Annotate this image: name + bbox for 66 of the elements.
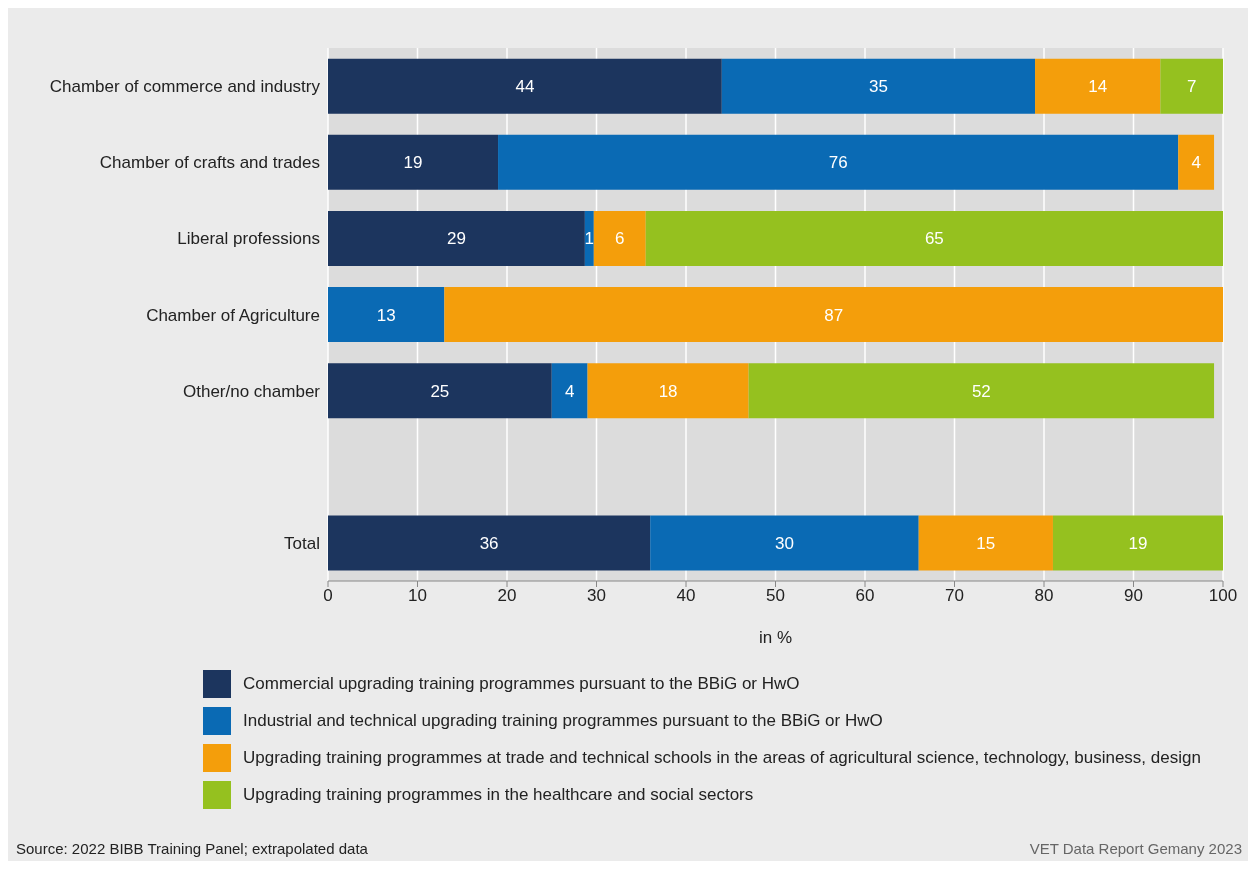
- source-note: Source: 2022 BIBB Training Panel; extrapolated data: [16, 840, 368, 857]
- x-axis-title: in %: [758, 628, 793, 647]
- bar: [328, 210, 585, 266]
- data-label: 1: [584, 229, 595, 249]
- bar: [328, 58, 722, 114]
- data-label: 30: [774, 534, 794, 554]
- data-label: 76: [828, 153, 848, 173]
- x-tick-label: 90: [1124, 586, 1143, 606]
- data-label: 19: [1128, 534, 1148, 554]
- x-tick-label: 100: [1208, 586, 1238, 606]
- data-label: 87: [824, 305, 844, 325]
- legend-label: Industrial and technical upgrading training programmes pursuant to the BBiG or HwO: [243, 710, 883, 731]
- y-tick-label: Chamber of Agriculture: [146, 305, 320, 325]
- data-label: 14: [1088, 77, 1108, 97]
- data-label: 65: [924, 229, 944, 249]
- data-label: 36: [479, 534, 499, 554]
- bar: [1160, 58, 1223, 114]
- x-tick-label: 10: [408, 586, 427, 606]
- bar: [645, 210, 1223, 266]
- bar: [918, 515, 1053, 571]
- bar: [748, 363, 1215, 419]
- text: VET Data Report Gemany 2023: [1029, 840, 1242, 857]
- bar: [328, 515, 651, 571]
- bar: [498, 134, 1179, 190]
- bar: [593, 210, 646, 266]
- x-tick-label: 30: [587, 586, 606, 606]
- x-tick-label: 50: [766, 586, 785, 606]
- data-label: 19: [403, 153, 423, 173]
- data-label: 7: [1186, 77, 1197, 97]
- y-tick-label: Chamber of commerce and industry: [49, 77, 321, 97]
- x-tick-label: 60: [855, 586, 875, 606]
- data-label: 25: [430, 381, 450, 401]
- bar: [328, 134, 499, 190]
- data-label: 4: [1191, 153, 1201, 173]
- data-label: 18: [658, 381, 678, 401]
- y-tick-label: Liberal professions: [177, 229, 320, 249]
- bar: [1052, 515, 1223, 571]
- data-label: 52: [971, 381, 991, 401]
- data-label: 29: [446, 229, 466, 249]
- bar: [328, 363, 552, 419]
- y-tick-label: Total: [284, 533, 320, 553]
- x-tick-label: 20: [497, 586, 517, 606]
- bar: [444, 287, 1223, 343]
- legend-label: Upgrading training programmes at trade and technical schools in the areas of agricultural science, technology, business, design: [243, 747, 1201, 768]
- bar: [587, 363, 749, 419]
- data-label: 15: [976, 534, 996, 554]
- data-label: 4: [564, 381, 575, 401]
- legend-label: Upgrading training programmes in the healthcare and social sectors: [243, 784, 754, 805]
- data-label: 35: [868, 77, 888, 97]
- x-tick-label: 40: [676, 586, 696, 606]
- data-label: 6: [615, 229, 625, 249]
- bar: [650, 515, 919, 571]
- bar: [1035, 58, 1161, 114]
- x-tick-label: 70: [945, 586, 964, 606]
- data-label: 13: [376, 305, 396, 325]
- legend-label: Commercial upgrading training programmes pursuant to the BBiG or HwO: [243, 673, 800, 694]
- x-tick-label: 0: [323, 586, 333, 606]
- data-label: 44: [515, 77, 535, 97]
- x-tick-label: 80: [1034, 586, 1054, 606]
- bar: [584, 210, 594, 266]
- bar: [721, 58, 1036, 114]
- bar: [551, 363, 588, 419]
- y-tick-label: Chamber of crafts and trades: [99, 153, 320, 173]
- bar: [328, 287, 445, 343]
- y-tick-label: Other/no chamber: [182, 381, 321, 401]
- bar: [1178, 134, 1215, 190]
